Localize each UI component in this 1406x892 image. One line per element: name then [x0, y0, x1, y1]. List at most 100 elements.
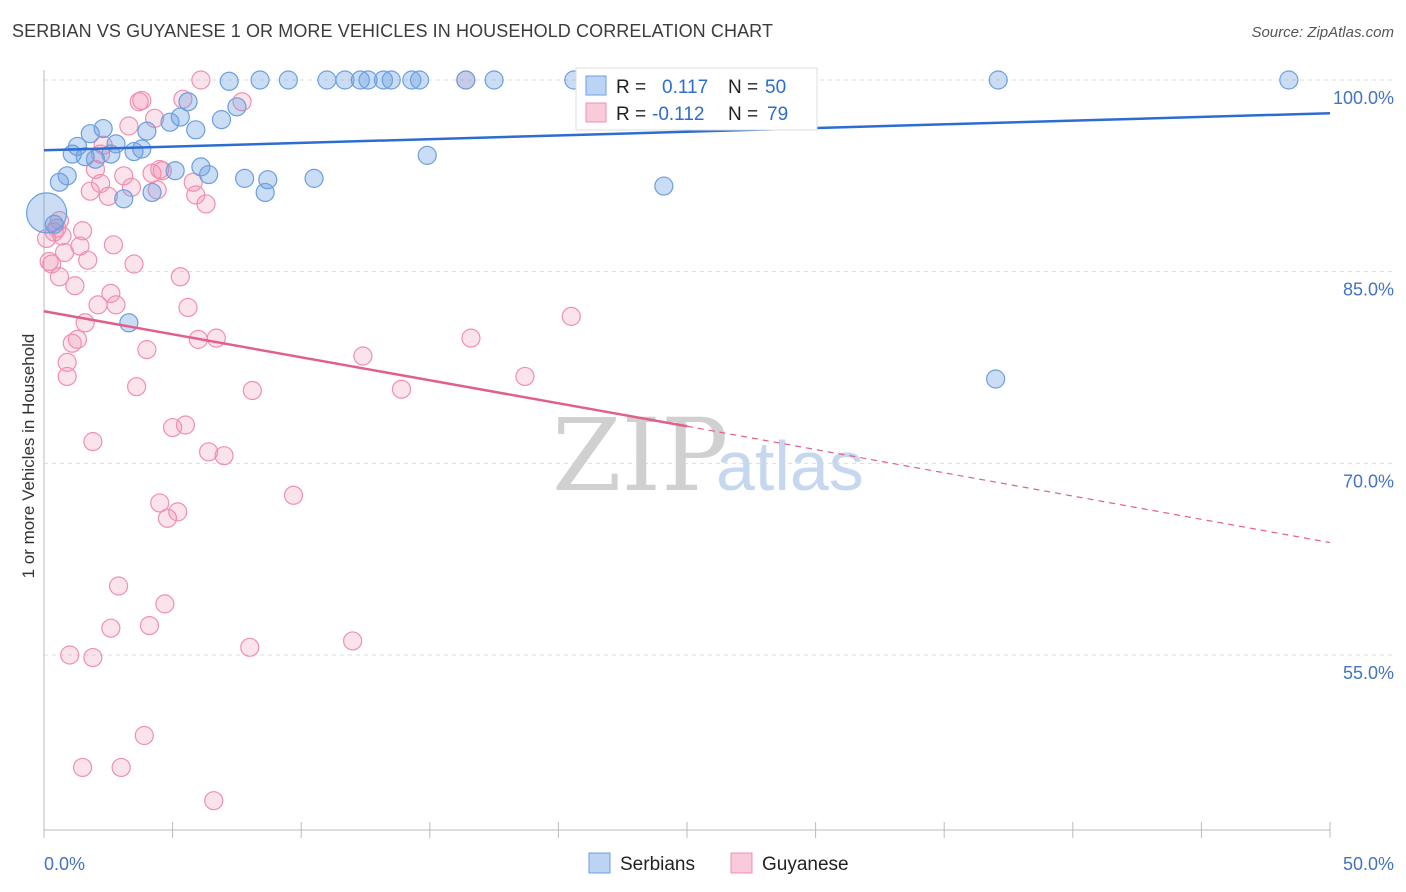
serbians-point	[409, 70, 430, 90]
guyanese-point	[62, 333, 82, 353]
y-tick-label: 100.0%	[1333, 88, 1394, 108]
source-label: Source: ZipAtlas.com	[1251, 24, 1394, 41]
guyanese-point	[157, 508, 178, 528]
guyanese-point	[108, 576, 129, 596]
legend-n-serbians: 50	[765, 77, 786, 98]
guyanese-point	[199, 442, 219, 462]
guyanese-point	[134, 725, 154, 746]
serbians-point	[106, 134, 126, 154]
guyanese-point	[204, 791, 224, 811]
serbians-point	[1279, 70, 1299, 90]
guyanese-trendline	[43, 310, 688, 428]
legend-swatch-serbians	[585, 75, 607, 96]
serbians-point	[373, 70, 394, 90]
guyanese-point	[126, 377, 147, 397]
serbians-point	[211, 110, 232, 130]
guyanese-point	[106, 295, 126, 315]
guyanese-point	[49, 267, 70, 287]
serbians-point	[80, 124, 100, 144]
y-axis-label: 1 or more Vehicles in Household	[19, 334, 38, 579]
serbians-point	[49, 172, 70, 192]
bottom-legend-guyanese: Guyanese	[762, 854, 849, 875]
guyanese-point	[353, 346, 373, 366]
guyanese-point	[515, 366, 535, 387]
y-tick-labels: 100.0% 85.0% 70.0% 55.0%	[1333, 88, 1394, 683]
serbians-point	[67, 136, 88, 157]
serbians-point	[93, 118, 113, 139]
x-axis-ticks	[43, 822, 1331, 838]
series-serbians-points	[25, 70, 1299, 389]
guyanese-point	[139, 616, 160, 636]
guyanese-point	[242, 380, 262, 401]
guyanese-point	[101, 618, 121, 638]
guyanese-point	[150, 159, 170, 180]
serbians-point	[250, 70, 270, 90]
guyanese-point	[124, 254, 144, 274]
guyanese-point	[57, 352, 77, 372]
legend-swatch-guyanese	[585, 102, 607, 123]
gridlines	[44, 79, 1394, 656]
guyanese-point	[391, 379, 412, 399]
legend-n-label-serbians: N =	[728, 77, 758, 98]
guyanese-point	[57, 366, 77, 387]
serbians-point	[335, 70, 355, 90]
guyanese-point	[49, 210, 70, 231]
serbians-point	[484, 70, 504, 90]
guyanese-point	[101, 283, 121, 303]
guyanese-point	[119, 116, 139, 136]
serbians-point	[199, 164, 219, 185]
guyanese-point	[186, 185, 206, 205]
guyanese-point	[147, 180, 167, 200]
serbians-point	[402, 70, 422, 90]
serbians-point	[988, 70, 1008, 90]
y-tick-label: 70.0%	[1343, 471, 1394, 491]
guyanese-point	[175, 415, 196, 435]
serbians-trendline	[43, 111, 1331, 152]
serbians-point	[165, 161, 185, 181]
serbians-point	[235, 168, 255, 188]
serbians-point	[227, 97, 247, 117]
serbians-point	[186, 120, 206, 140]
y-tick-label: 55.0%	[1343, 663, 1394, 683]
serbians-point	[358, 70, 378, 90]
serbians-point	[25, 192, 68, 234]
guyanese-point	[111, 757, 131, 778]
guyanese-point	[103, 235, 124, 255]
serbians-point	[350, 70, 370, 90]
guyanese-point	[78, 250, 98, 270]
serbians-point	[456, 70, 476, 90]
serbians-point	[137, 121, 157, 141]
legend-box: R = 0.117 N = 50 R = -0.112 N = 79	[575, 67, 818, 131]
guyanese-point	[98, 186, 118, 206]
guyanese-point	[39, 251, 59, 272]
legend-r-serbians: 0.117	[662, 77, 708, 98]
serbians-point	[654, 176, 674, 196]
legend-r-label-guyanese: R =	[616, 104, 646, 125]
serbians-point	[317, 70, 337, 90]
legend-n-guyanese: 79	[767, 104, 788, 125]
serbians-point	[178, 92, 198, 112]
guyanese-point	[461, 328, 481, 348]
serbians-point	[44, 214, 64, 234]
guyanese-point	[191, 70, 211, 90]
watermark-zip: ZIP	[552, 397, 728, 514]
serbians-point	[142, 182, 162, 203]
guyanese-point	[561, 306, 581, 326]
guyanese-trendline-extension	[686, 425, 1331, 544]
y-tick-label: 85.0%	[1343, 280, 1394, 300]
guyanese-point	[72, 221, 93, 241]
guyanese-point	[132, 90, 152, 111]
legend-n-label-guyanese: N =	[728, 104, 758, 125]
bottom-legend-swatch-guyanese	[730, 852, 753, 874]
serbians-point	[304, 168, 324, 188]
chart-title: SERBIAN VS GUYANESE 1 OR MORE VEHICLES I…	[12, 21, 774, 41]
x-tick-label-max: 50.0%	[1343, 854, 1394, 874]
series-guyanese-points	[36, 70, 581, 811]
serbians-point	[57, 166, 77, 186]
serbians-point	[119, 313, 139, 333]
guyanese-point	[178, 297, 198, 318]
guyanese-point	[343, 631, 363, 651]
trendlines	[43, 111, 1331, 544]
watermark-atlas: atlas	[716, 427, 864, 505]
serbians-point	[170, 107, 190, 127]
